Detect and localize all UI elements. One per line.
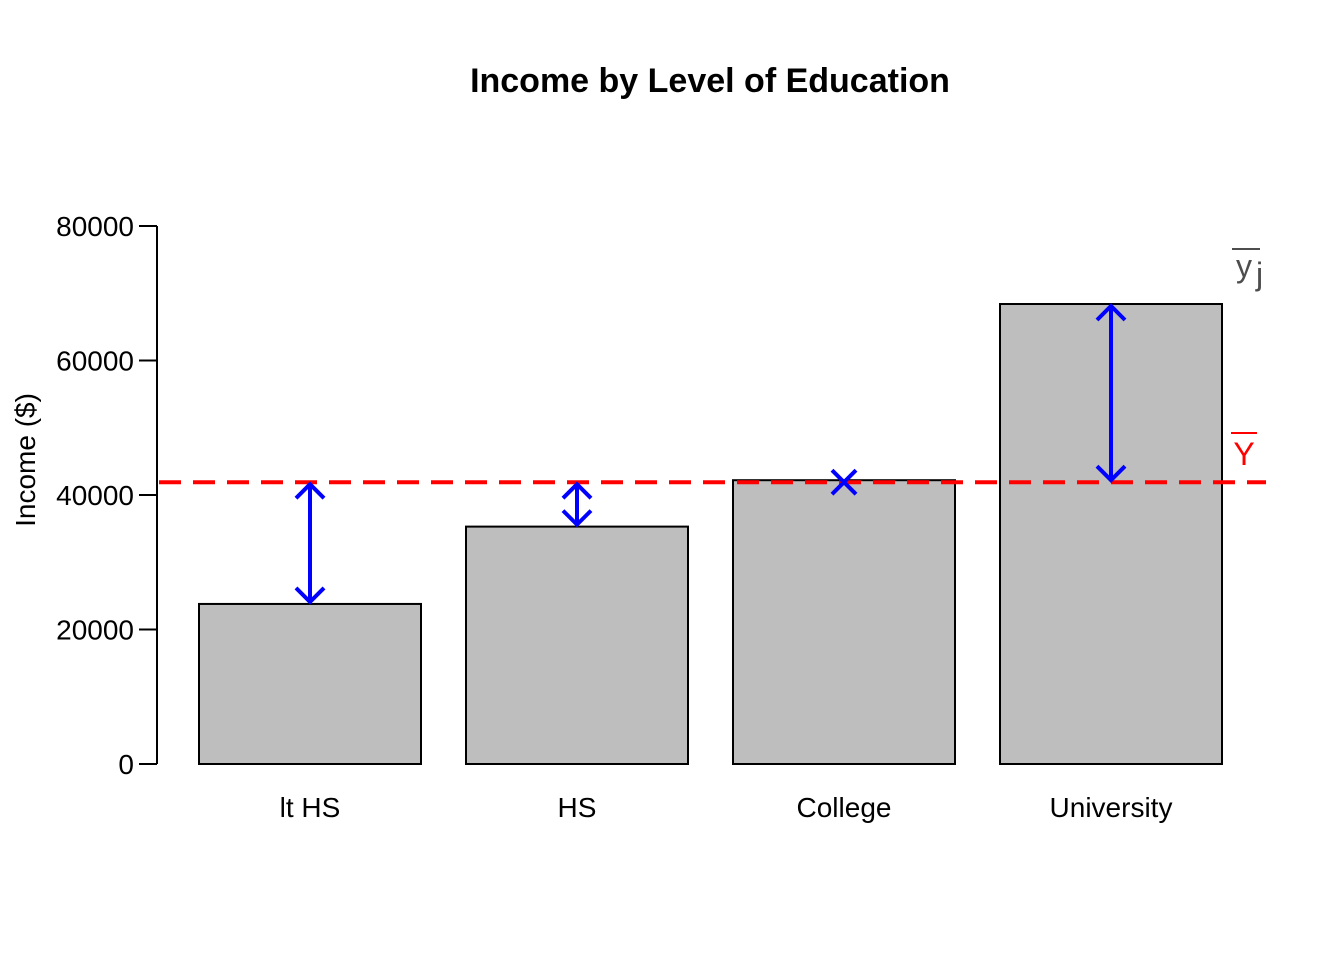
category-label: College	[797, 792, 892, 823]
bar	[732, 479, 956, 765]
bar	[198, 602, 422, 765]
y-tick-label: 0	[118, 749, 134, 780]
category-label: University	[1050, 792, 1173, 823]
y-tick-label: 40000	[56, 480, 134, 511]
deviation-arrowhead	[1095, 464, 1127, 484]
y-tick-label: 20000	[56, 615, 134, 646]
deviation-marker	[830, 468, 858, 496]
deviation-arrowhead	[561, 481, 593, 500]
chart-title: Income by Level of Education	[470, 62, 950, 100]
category-label: lt HS	[280, 792, 341, 823]
y-axis-label: Income ($)	[10, 393, 41, 527]
y-tick-label: 60000	[56, 346, 134, 377]
deviation-arrowhead	[561, 509, 593, 528]
y-tick-label: 80000	[56, 211, 134, 242]
grand-mean-label: Y	[1233, 436, 1254, 472]
group-mean-label: y	[1236, 248, 1252, 284]
deviation-arrowhead	[294, 481, 326, 500]
bar	[465, 525, 689, 765]
plot-area: 0 20000 40000 60000 80000 lt HS HS College Unive…	[56, 211, 1266, 823]
deviation-arrowhead	[1095, 303, 1127, 322]
deviation-arrowhead	[294, 586, 326, 605]
group-mean-subscript: j	[1255, 256, 1263, 292]
category-label: HS	[558, 792, 597, 823]
